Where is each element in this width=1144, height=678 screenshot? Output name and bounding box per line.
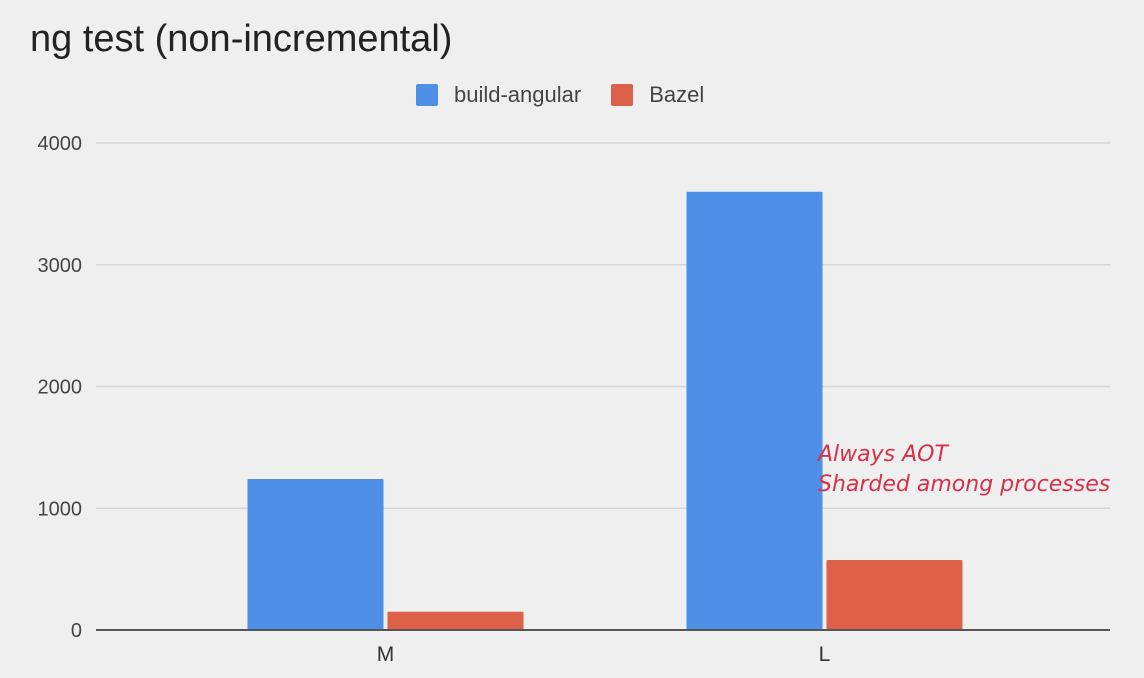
- legend-swatch-bazel: [611, 84, 634, 106]
- annotation-line-1: Always AOT: [818, 442, 948, 467]
- legend: build-angular Bazel: [416, 82, 734, 108]
- annotation: Always AOT Sharded among processes: [818, 440, 1110, 500]
- legend-item-build-angular: build-angular: [416, 82, 581, 108]
- legend-swatch-build-angular: [416, 84, 438, 106]
- legend-label-build-angular: build-angular: [454, 82, 582, 107]
- x-tick-label-M: M: [377, 643, 395, 666]
- y-tick-label-1000: 1000: [38, 498, 83, 520]
- bar-bazel-M: [387, 611, 524, 630]
- annotation-line-2: Sharded among processes: [818, 472, 1111, 497]
- bar-build-angular-L: [686, 191, 823, 630]
- y-tick-label-2000: 2000: [38, 377, 83, 399]
- y-tick-label-0: 0: [71, 620, 82, 642]
- x-tick-label-L: L: [819, 643, 831, 666]
- chart-title: ng test (non-incremental): [30, 18, 453, 60]
- legend-label-bazel: Bazel: [649, 82, 705, 107]
- bar-bazel-L: [826, 559, 963, 630]
- bar-build-angular-M: [247, 479, 384, 630]
- y-tick-label-3000: 3000: [38, 255, 83, 277]
- y-tick-label-4000: 4000: [38, 133, 83, 155]
- legend-item-bazel: Bazel: [611, 82, 704, 108]
